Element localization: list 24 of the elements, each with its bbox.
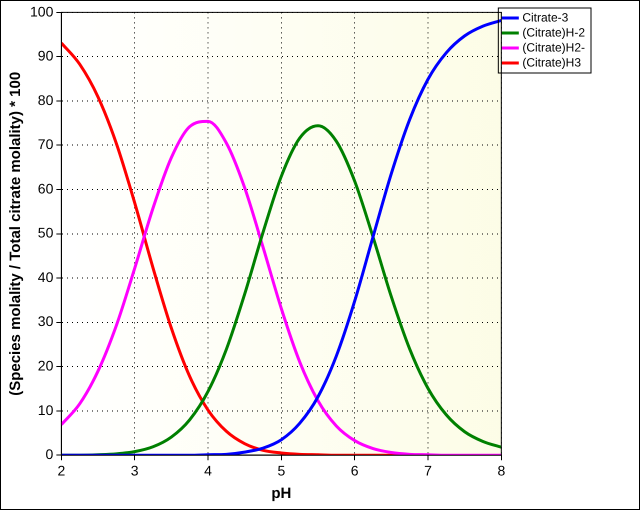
x-tick-label: 6	[350, 462, 359, 478]
y-tick-label: 0	[46, 446, 54, 462]
x-axis-title: pH	[271, 485, 292, 502]
legend-label: (Citrate)H-2	[522, 25, 586, 40]
legend-label: (Citrate)H2-	[522, 40, 586, 54]
y-tick-label: 100	[30, 3, 54, 20]
y-tick-label: 50	[38, 224, 54, 241]
x-tick-label: 2	[57, 462, 66, 478]
x-tick-label: 5	[277, 462, 286, 478]
x-tick-label: 7	[424, 462, 432, 478]
y-tick-label: 70	[38, 136, 54, 152]
y-tick-label: 80	[38, 92, 54, 108]
y-tick-label: 40	[38, 268, 54, 285]
x-tick-label: 4	[204, 462, 212, 478]
y-axis-title: (Species molality / Total citrate molality) * 100	[7, 72, 24, 396]
y-tick-label: 30	[38, 313, 54, 330]
legend-label: Citrate-3	[522, 10, 569, 24]
x-tick-label: 8	[497, 462, 506, 478]
y-tick-label: 60	[38, 180, 54, 196]
y-tick-label: 90	[38, 48, 54, 64]
legend-label: (Citrate)H3	[522, 55, 582, 70]
y-tick-label: 20	[38, 358, 54, 374]
x-tick-label: 3	[130, 462, 139, 478]
y-tick-label: 10	[38, 402, 54, 418]
